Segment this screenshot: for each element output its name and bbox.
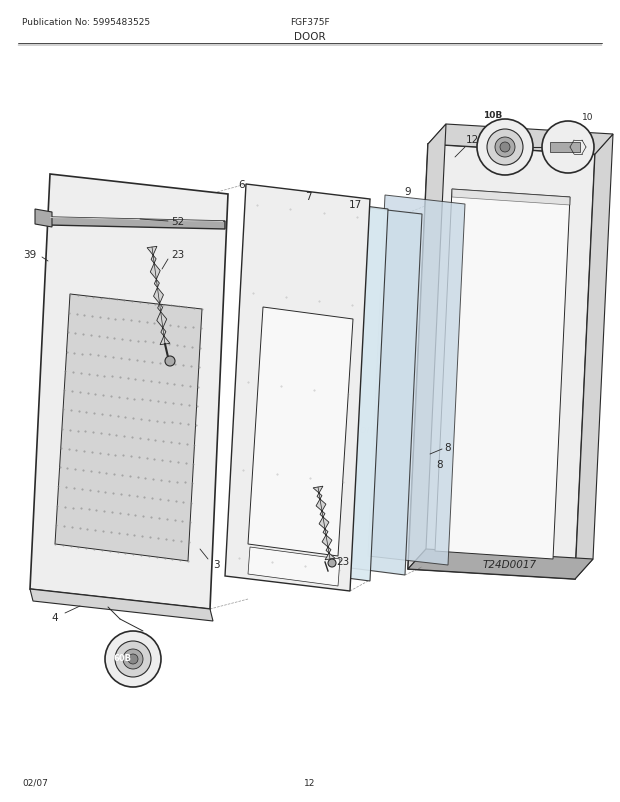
Polygon shape <box>147 247 170 345</box>
Text: 3: 3 <box>213 559 219 569</box>
Text: 4: 4 <box>51 612 58 622</box>
Polygon shape <box>408 145 595 579</box>
Polygon shape <box>225 184 370 591</box>
Circle shape <box>487 130 523 166</box>
Circle shape <box>115 642 151 677</box>
Polygon shape <box>368 196 465 565</box>
Circle shape <box>477 119 533 176</box>
Circle shape <box>123 649 143 669</box>
Polygon shape <box>335 207 422 575</box>
Text: T24D0017: T24D0017 <box>483 559 537 569</box>
Text: FGF375F: FGF375F <box>290 18 330 27</box>
Text: 17: 17 <box>348 200 361 210</box>
Text: 6: 6 <box>239 180 246 190</box>
Text: 39: 39 <box>24 249 37 260</box>
Text: eReplacementParts.com: eReplacementParts.com <box>242 424 378 435</box>
Polygon shape <box>30 589 213 622</box>
Polygon shape <box>30 175 228 610</box>
Polygon shape <box>35 210 52 228</box>
Text: 52: 52 <box>171 217 185 227</box>
Polygon shape <box>575 135 613 579</box>
Polygon shape <box>408 125 446 569</box>
Polygon shape <box>452 190 570 206</box>
Text: 23: 23 <box>337 557 350 566</box>
Text: 10B: 10B <box>484 111 503 120</box>
Circle shape <box>495 138 515 158</box>
Text: 60B: 60B <box>114 654 132 662</box>
Polygon shape <box>50 217 223 223</box>
Polygon shape <box>408 549 593 579</box>
Text: 8: 8 <box>436 460 443 469</box>
Polygon shape <box>550 143 580 153</box>
Text: 9: 9 <box>405 187 411 196</box>
Circle shape <box>165 357 175 367</box>
Polygon shape <box>428 125 613 155</box>
Circle shape <box>500 143 510 153</box>
Text: 23: 23 <box>171 249 185 260</box>
Circle shape <box>542 122 594 174</box>
Text: 12: 12 <box>304 778 316 787</box>
Text: 7: 7 <box>304 192 311 202</box>
Polygon shape <box>48 217 225 229</box>
Text: DOOR: DOOR <box>294 32 326 42</box>
Polygon shape <box>248 547 340 586</box>
Circle shape <box>105 631 161 687</box>
Text: 02/07: 02/07 <box>22 778 48 787</box>
Circle shape <box>128 654 138 664</box>
Polygon shape <box>313 487 335 560</box>
Text: Publication No: 5995483525: Publication No: 5995483525 <box>22 18 150 27</box>
Circle shape <box>328 559 336 567</box>
Text: 12: 12 <box>466 135 479 145</box>
Text: 8: 8 <box>445 443 451 452</box>
Polygon shape <box>435 190 570 559</box>
Polygon shape <box>248 308 353 557</box>
Text: 10: 10 <box>582 113 594 123</box>
Polygon shape <box>292 200 388 581</box>
Polygon shape <box>55 294 202 561</box>
